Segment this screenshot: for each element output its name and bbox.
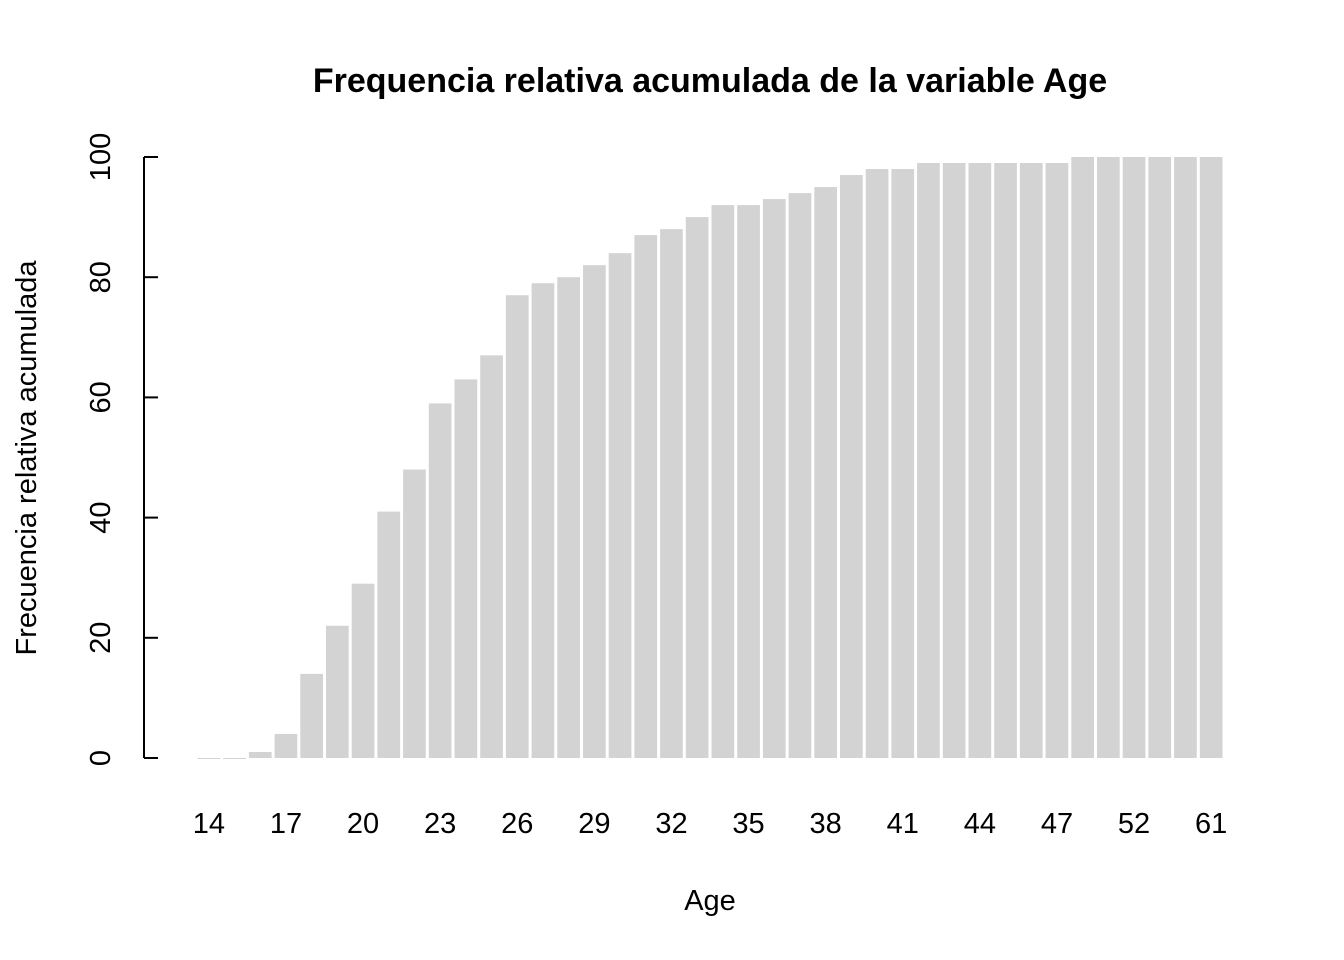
bar-21 bbox=[377, 511, 401, 758]
bar-37 bbox=[788, 193, 812, 758]
y-axis-label: Frecuencia relativa acumulada bbox=[11, 260, 43, 656]
bar-58 bbox=[1174, 157, 1197, 758]
bar-22 bbox=[403, 469, 426, 758]
x-tick-label-20: 20 bbox=[347, 808, 379, 840]
y-tick-label-40: 40 bbox=[85, 501, 117, 533]
x-tick-label-26: 26 bbox=[501, 808, 533, 840]
bar-47 bbox=[1045, 163, 1069, 758]
x-axis-label: Age bbox=[684, 885, 736, 917]
bar-39 bbox=[840, 175, 863, 758]
bar-20 bbox=[351, 583, 375, 758]
bar-14 bbox=[197, 758, 221, 759]
y-tick-label-100: 100 bbox=[85, 133, 117, 181]
x-tick-label-14: 14 bbox=[193, 808, 225, 840]
bar-43 bbox=[942, 163, 966, 758]
chart-title: Frequencia relativa acumulada de la vari… bbox=[313, 62, 1107, 100]
x-tick-label-52: 52 bbox=[1118, 808, 1150, 840]
x-tick-label-35: 35 bbox=[732, 808, 764, 840]
bar-33 bbox=[685, 217, 709, 759]
bar-15 bbox=[223, 758, 246, 759]
bar-42 bbox=[917, 163, 940, 758]
bar-38 bbox=[814, 187, 837, 759]
y-tick-label-60: 60 bbox=[85, 381, 117, 413]
bar-24 bbox=[454, 379, 478, 758]
bar-27 bbox=[531, 283, 555, 758]
bar-41 bbox=[891, 169, 915, 758]
bar-26 bbox=[505, 295, 529, 758]
bar-54 bbox=[1148, 157, 1172, 758]
x-tick-label-23: 23 bbox=[424, 808, 456, 840]
x-tick-label-29: 29 bbox=[578, 808, 610, 840]
bar-48 bbox=[1071, 157, 1094, 758]
bar-17 bbox=[274, 733, 298, 758]
bar-29 bbox=[583, 265, 606, 758]
x-tick-label-44: 44 bbox=[964, 808, 996, 840]
x-tick-label-17: 17 bbox=[270, 808, 302, 840]
y-tick-label-80: 80 bbox=[85, 261, 117, 293]
y-tick-label-20: 20 bbox=[85, 622, 117, 654]
x-tick-labels: 14 17 20 23 26 29 32 35 38 41 44 47 52 61 bbox=[193, 808, 1228, 840]
bar-31 bbox=[634, 235, 658, 758]
bars-group bbox=[197, 157, 1223, 759]
bar-23 bbox=[428, 403, 452, 758]
x-tick-label-41: 41 bbox=[887, 808, 919, 840]
x-tick-label-38: 38 bbox=[810, 808, 842, 840]
bar-16 bbox=[248, 751, 272, 758]
bar-25 bbox=[480, 355, 503, 758]
bar-46 bbox=[1019, 163, 1043, 758]
x-tick-label-61: 61 bbox=[1195, 808, 1227, 840]
bar-44 bbox=[968, 163, 992, 758]
bar-36 bbox=[762, 199, 786, 758]
x-tick-label-47: 47 bbox=[1041, 808, 1073, 840]
y-tick-label-0: 0 bbox=[85, 750, 117, 766]
bar-61 bbox=[1199, 157, 1223, 758]
bar-34 bbox=[711, 205, 735, 758]
bar-40 bbox=[865, 169, 889, 758]
bar-18 bbox=[300, 673, 323, 758]
bar-45 bbox=[994, 163, 1017, 758]
bar-32 bbox=[660, 229, 683, 758]
x-tick-label-32: 32 bbox=[655, 808, 687, 840]
y-axis: 0 20 40 60 80 100 bbox=[85, 133, 158, 766]
bar-19 bbox=[326, 625, 349, 758]
bar-30 bbox=[608, 253, 632, 758]
bar-28 bbox=[557, 277, 580, 758]
bar-50 bbox=[1097, 157, 1120, 758]
bar-35 bbox=[737, 205, 760, 758]
bar-52 bbox=[1122, 157, 1146, 758]
